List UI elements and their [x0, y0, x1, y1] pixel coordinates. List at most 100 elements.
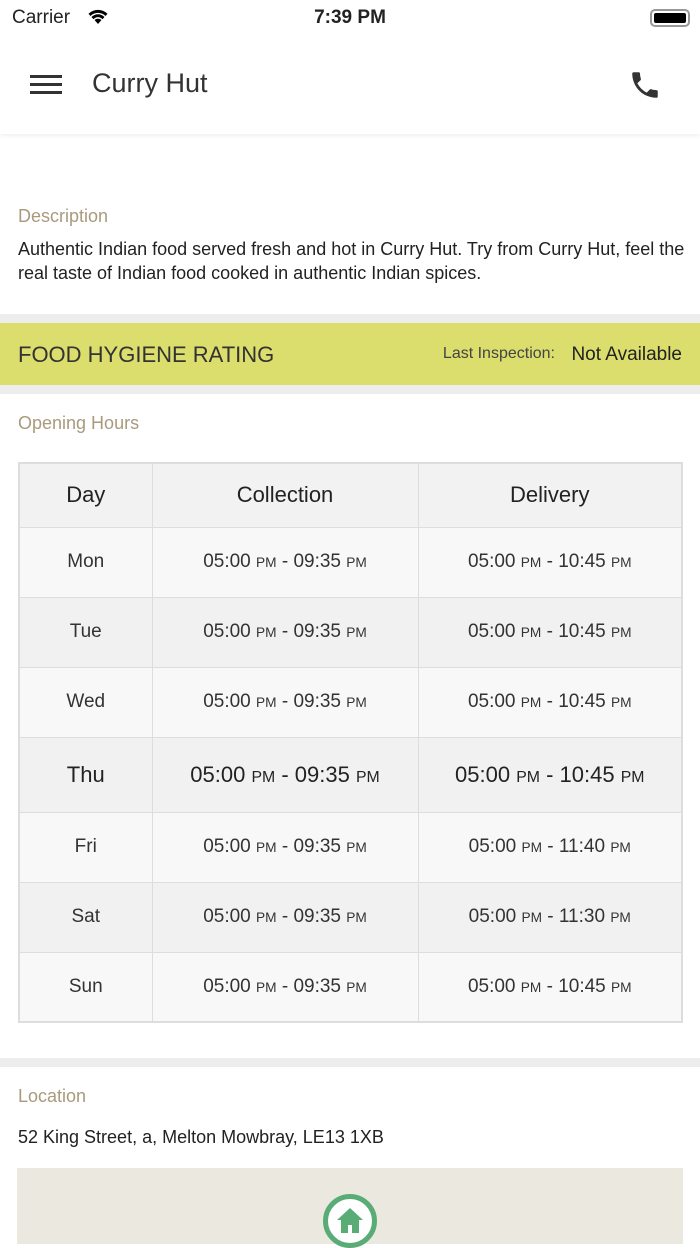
delivery-from: 05:00: [468, 836, 517, 857]
hygiene-title: FOOD HYGIENE RATING: [18, 342, 275, 367]
phone-icon[interactable]: [628, 68, 662, 102]
delivery-to-ampm: PM: [610, 840, 631, 855]
collection-from-ampm: PM: [251, 768, 276, 786]
nav-bar: Curry Hut: [0, 36, 700, 134]
collection-from: 05:00: [203, 906, 251, 927]
column-header-delivery: Delivery: [417, 462, 683, 528]
delivery-cell: 05:00 PM - 11:40 PM: [417, 811, 683, 883]
table-row: Mon 05:00 PM - 09:35 PM 05:00 PM - 10:45 P…: [18, 526, 683, 598]
delivery-from-ampm: PM: [520, 979, 542, 995]
delivery-to-ampm: PM: [610, 910, 631, 925]
collection-from-ampm: PM: [256, 625, 277, 640]
delivery-to: 10:45: [558, 691, 606, 712]
collection-to: 09:35: [293, 975, 341, 997]
divider: [0, 1058, 700, 1067]
delivery-from-ampm: PM: [520, 625, 542, 640]
collection-from-ampm: PM: [256, 979, 277, 995]
table-row: Sun 05:00 PM - 09:35 PM 05:00 PM - 10:45 P…: [18, 951, 683, 1023]
description-text: Authentic Indian food served fresh and h…: [18, 239, 685, 283]
location-label: Location: [18, 1086, 87, 1106]
collection-to: 09:35: [293, 836, 341, 857]
collection-from: 05:00: [203, 975, 251, 997]
collection-to-ampm: PM: [346, 979, 367, 995]
opening-hours-label: Opening Hours: [18, 413, 140, 433]
food-hygiene-rating-banner: FOOD HYGIENE RATING Last Inspection: Not…: [0, 323, 700, 385]
battery-icon: [650, 9, 690, 27]
delivery-to: 10:45: [559, 761, 615, 787]
delivery-to-ampm: PM: [611, 555, 632, 570]
collection-to: 09:35: [293, 906, 341, 927]
day-cell: Sun: [18, 951, 153, 1023]
collection-to-ampm: PM: [355, 768, 380, 786]
delivery-from-ampm: PM: [521, 910, 542, 925]
divider: [0, 385, 700, 394]
collection-to: 09:35: [293, 691, 341, 712]
delivery-to: 10:45: [558, 621, 606, 642]
day-cell: Thu: [18, 736, 153, 813]
wifi-icon: [88, 9, 108, 24]
delivery-from-ampm: PM: [516, 768, 540, 786]
day-cell: Wed: [18, 666, 153, 738]
column-header-day: Day: [18, 462, 153, 528]
delivery-cell: 05:00 PM - 10:45 PM: [417, 596, 683, 668]
last-inspection-value: Not Available: [571, 344, 682, 365]
collection-from-ampm: PM: [256, 910, 277, 925]
collection-cell: 05:00 PM - 09:35 PM: [151, 951, 419, 1023]
collection-from-ampm: PM: [256, 695, 277, 710]
day-cell: Fri: [18, 811, 153, 883]
status-bar: Carrier 7:39 PM: [0, 0, 700, 36]
collection-from-ampm: PM: [256, 840, 277, 855]
delivery-from-ampm: PM: [521, 840, 542, 855]
collection-cell: 05:00 PM - 09:35 PM: [151, 526, 419, 598]
collection-from-ampm: PM: [256, 555, 277, 570]
delivery-from: 05:00: [468, 906, 517, 927]
delivery-cell: 05:00 PM - 10:45 PM: [417, 526, 683, 598]
collection-to: 09:35: [293, 621, 341, 642]
collection-from: 05:00: [203, 691, 251, 712]
delivery-to: 11:30: [558, 906, 606, 927]
day-cell: Tue: [18, 596, 153, 668]
divider: [0, 314, 700, 323]
day-cell: Sat: [18, 881, 153, 953]
delivery-from: 05:00: [455, 761, 511, 787]
collection-to-ampm: PM: [346, 910, 367, 925]
hamburger-icon[interactable]: [30, 75, 62, 95]
delivery-from: 05:00: [467, 975, 516, 997]
table-row: Wed 05:00 PM - 09:35 PM 05:00 PM - 10:45 P…: [18, 666, 683, 738]
delivery-to: 11:40: [558, 836, 606, 857]
collection-to: 09:35: [293, 551, 341, 572]
collection-from: 05:00: [190, 761, 246, 787]
delivery-cell: 05:00 PM - 10:45 PM: [417, 736, 683, 813]
table-row: Tue 05:00 PM - 09:35 PM 05:00 PM - 10:45 P…: [18, 596, 683, 668]
delivery-cell: 05:00 PM - 10:45 PM: [417, 951, 683, 1023]
page-title: Curry Hut: [92, 68, 208, 98]
delivery-to-ampm: PM: [611, 979, 632, 995]
delivery-to: 10:45: [558, 551, 606, 572]
collection-cell: 05:00 PM - 09:35 PM: [151, 596, 419, 668]
collection-cell: 05:00 PM - 09:35 PM: [151, 811, 419, 883]
collection-to: 09:35: [294, 761, 350, 787]
collection-to-ampm: PM: [346, 840, 367, 855]
delivery-from-ampm: PM: [520, 555, 542, 570]
delivery-from-ampm: PM: [520, 695, 542, 710]
collection-to-ampm: PM: [346, 625, 367, 640]
delivery-to: 10:45: [558, 975, 606, 997]
description-label: Description: [18, 206, 109, 226]
collection-cell: 05:00 PM - 09:35 PM: [151, 666, 419, 738]
carrier-label: Carrier: [12, 7, 71, 28]
collection-from: 05:00: [203, 836, 251, 857]
column-header-collection: Collection: [151, 462, 419, 528]
table-row: Sat 05:00 PM - 09:35 PM 05:00 PM - 11:30 P…: [18, 881, 683, 953]
home-pin-icon[interactable]: [323, 1194, 377, 1248]
table-row: Fri 05:00 PM - 09:35 PM 05:00 PM - 11:40 P…: [18, 811, 683, 883]
collection-cell: 05:00 PM - 09:35 PM: [151, 881, 419, 953]
day-cell: Mon: [18, 526, 153, 598]
delivery-to-ampm: PM: [611, 625, 632, 640]
delivery-to-ampm: PM: [611, 695, 632, 710]
delivery-from: 05:00: [467, 621, 516, 642]
table-row: Thu 05:00 PM - 09:35 PM 05:00 PM - 10:45 P…: [18, 736, 683, 813]
last-inspection-label: Last Inspection:: [442, 345, 555, 362]
clock: 7:39 PM: [314, 7, 386, 28]
collection-from: 05:00: [203, 621, 251, 642]
location-map[interactable]: [17, 1168, 683, 1248]
